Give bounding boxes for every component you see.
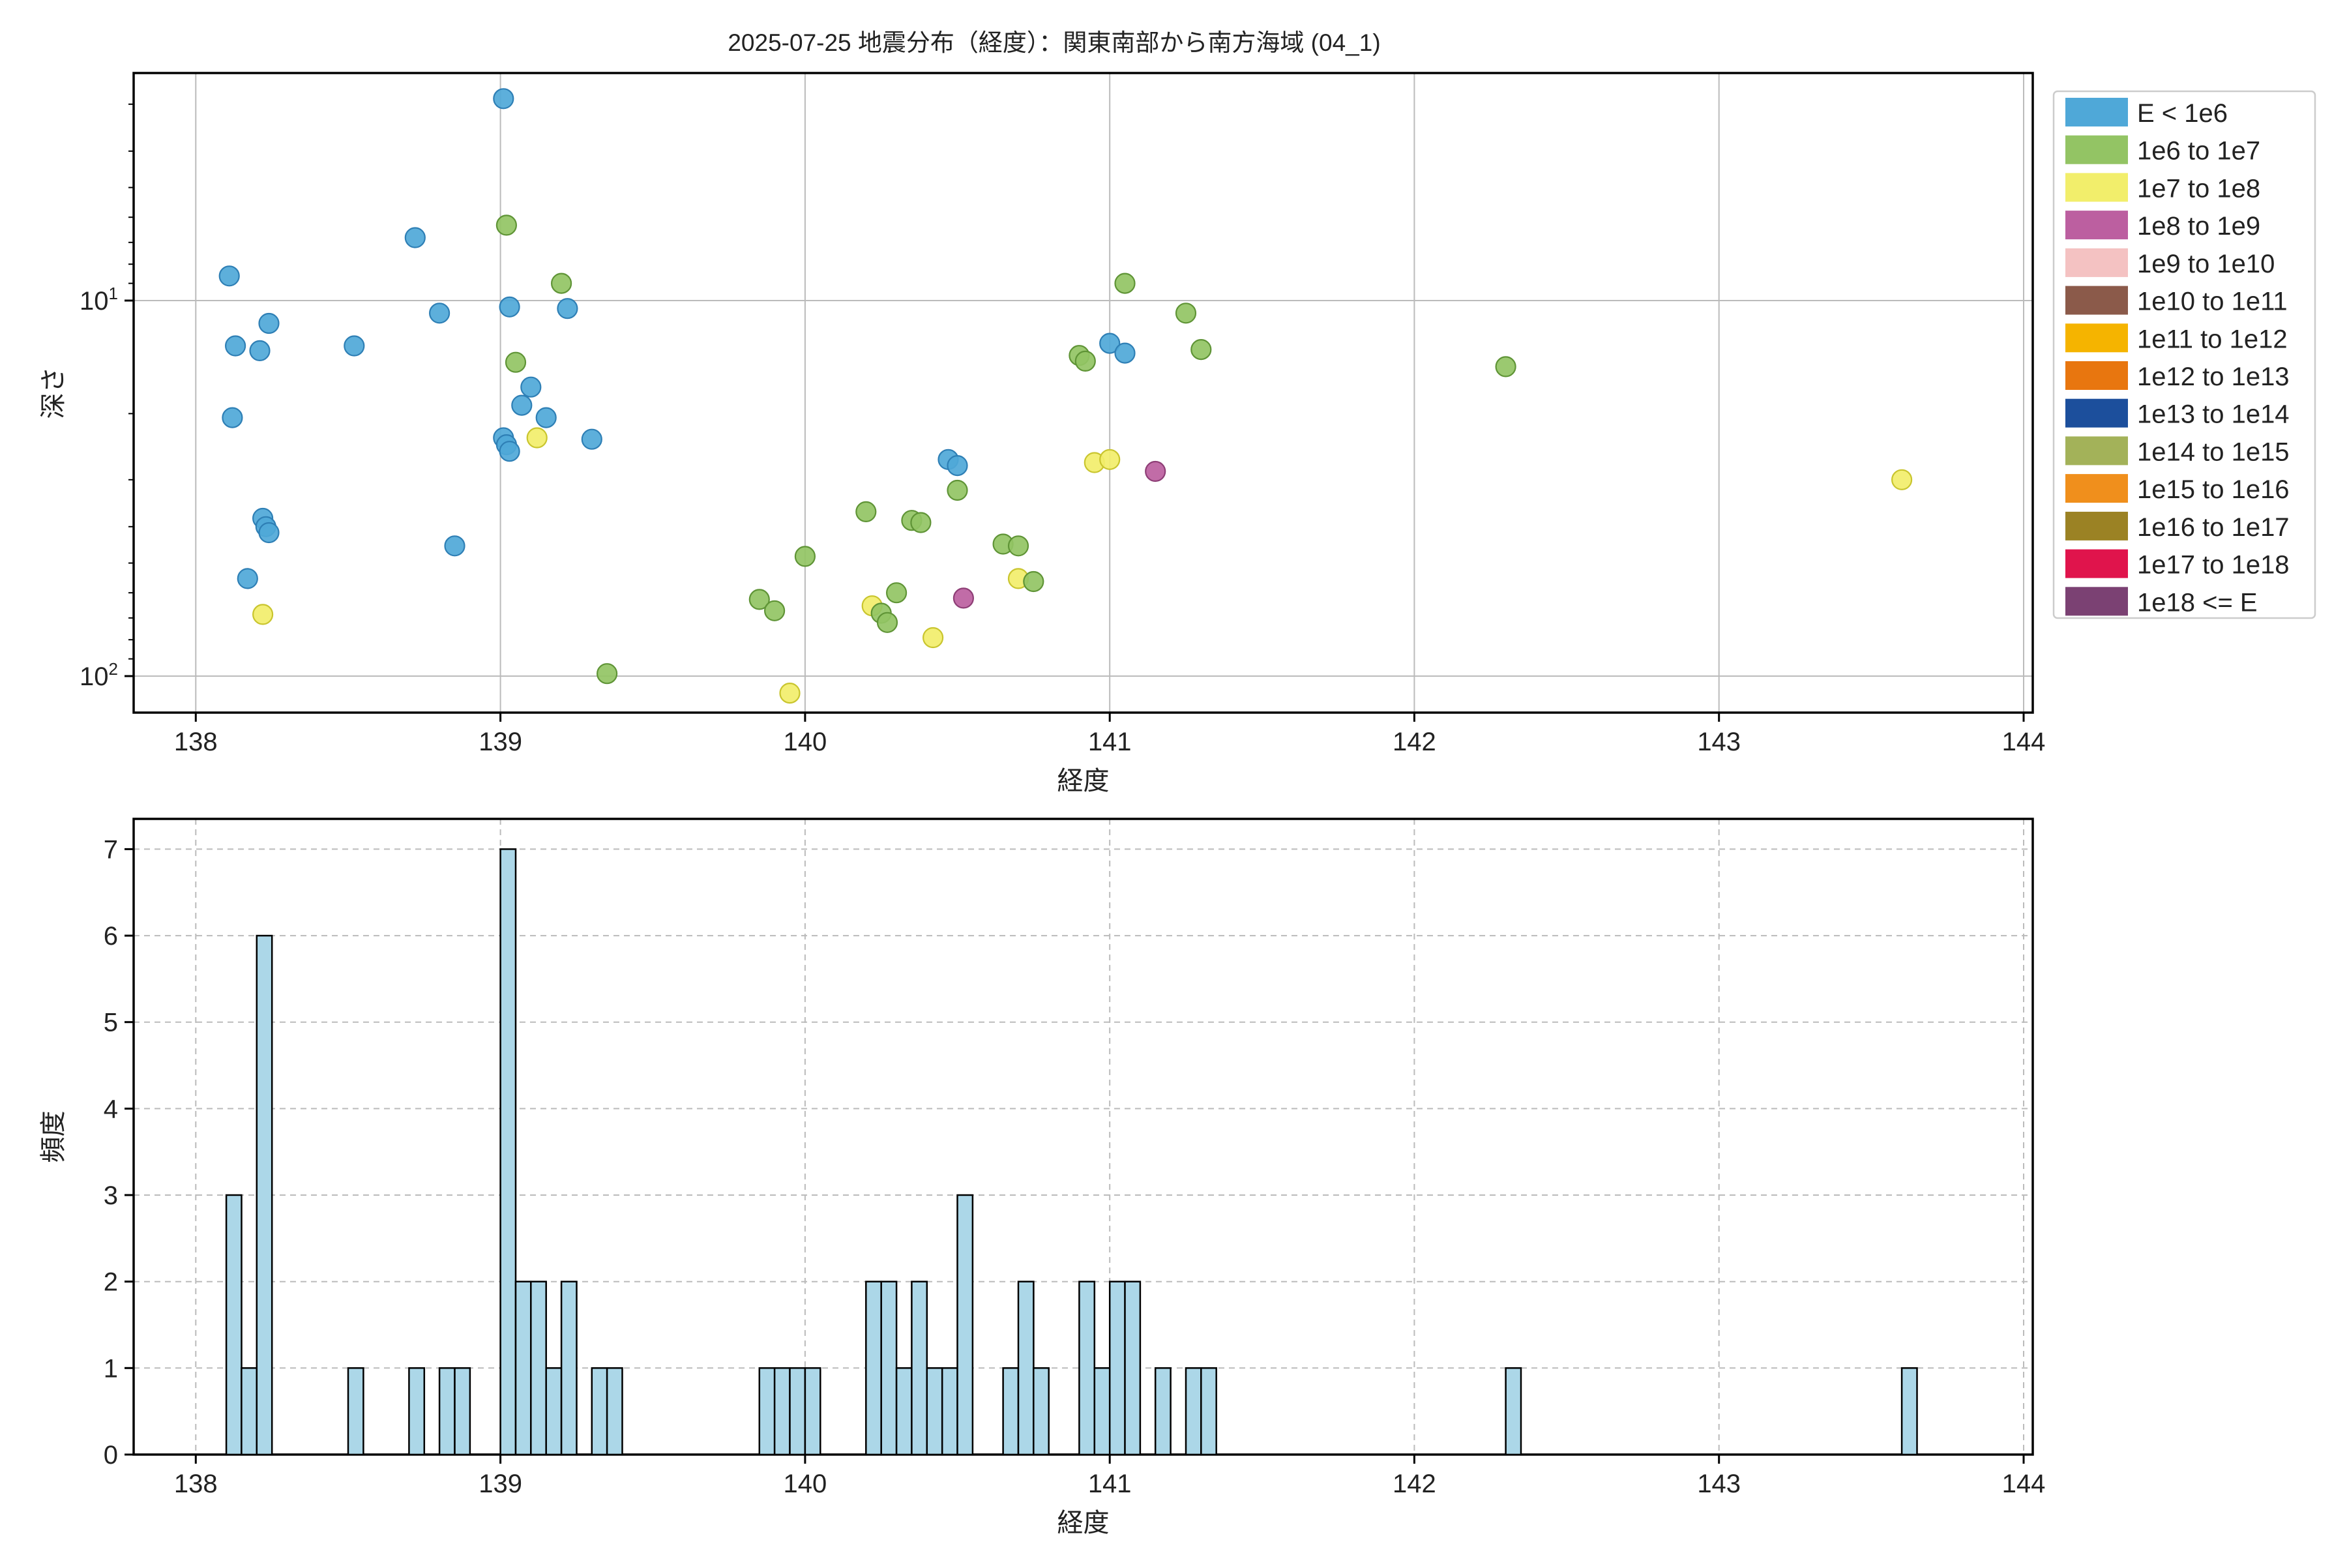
svg-text:1: 1 (104, 1354, 118, 1383)
svg-text:144: 144 (2002, 1470, 2046, 1498)
svg-text:141: 141 (1088, 728, 1132, 756)
svg-text:経度: 経度 (1057, 767, 1110, 795)
svg-text:1e10 to 1e11: 1e10 to 1e11 (2137, 288, 2288, 316)
svg-text:138: 138 (174, 1470, 218, 1498)
svg-text:E < 1e6: E < 1e6 (2137, 99, 2228, 128)
svg-text:1e9 to 1e10: 1e9 to 1e10 (2137, 250, 2275, 278)
svg-text:経度: 経度 (1057, 1509, 1110, 1537)
svg-text:深さ: 深さ (39, 367, 68, 419)
svg-text:4: 4 (104, 1095, 118, 1123)
svg-text:1e14 to 1e15: 1e14 to 1e15 (2137, 437, 2290, 466)
svg-text:143: 143 (1697, 728, 1741, 756)
svg-text:7: 7 (104, 835, 118, 864)
svg-text:5: 5 (104, 1009, 118, 1037)
svg-text:1e15 to 1e16: 1e15 to 1e16 (2137, 475, 2290, 504)
svg-text:1e11 to 1e12: 1e11 to 1e12 (2137, 325, 2288, 353)
svg-text:140: 140 (784, 1470, 827, 1498)
svg-text:1e17 to 1e18: 1e17 to 1e18 (2137, 551, 2290, 580)
svg-text:1e16 to 1e17: 1e16 to 1e17 (2137, 513, 2290, 542)
svg-text:144: 144 (2002, 728, 2046, 756)
svg-text:1e8 to 1e9: 1e8 to 1e9 (2137, 212, 2260, 241)
svg-text:0: 0 (104, 1441, 118, 1470)
svg-text:3: 3 (104, 1181, 118, 1210)
svg-text:139: 139 (479, 728, 522, 756)
svg-text:1e7 to 1e8: 1e7 to 1e8 (2137, 174, 2260, 203)
svg-text:142: 142 (1393, 728, 1436, 756)
svg-text:2: 2 (104, 1268, 118, 1297)
svg-text:1e12 to 1e13: 1e12 to 1e13 (2137, 362, 2290, 391)
svg-text:142: 142 (1393, 1470, 1436, 1498)
svg-text:139: 139 (479, 1470, 522, 1498)
svg-text:6: 6 (104, 922, 118, 951)
svg-text:143: 143 (1697, 1470, 1741, 1498)
svg-text:141: 141 (1088, 1470, 1132, 1498)
svg-text:1e13 to 1e14: 1e13 to 1e14 (2137, 400, 2290, 429)
svg-text:140: 140 (784, 728, 827, 756)
svg-text:1e6 to 1e7: 1e6 to 1e7 (2137, 137, 2260, 166)
svg-text:2025-07-25 地震分布（経度）：関東南部から南方海域: 2025-07-25 地震分布（経度）：関東南部から南方海域 (04_1) (728, 29, 1380, 56)
svg-text:頻度: 頻度 (39, 1111, 68, 1163)
svg-text:138: 138 (174, 728, 218, 756)
svg-text:1e18 <= E: 1e18 <= E (2137, 588, 2258, 617)
